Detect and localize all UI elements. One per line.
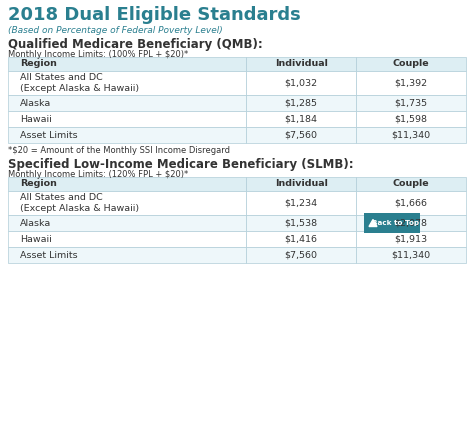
- Bar: [246, 57, 356, 71]
- Bar: [246, 127, 356, 143]
- Bar: [246, 177, 356, 191]
- Bar: [356, 95, 466, 111]
- Text: *$20 = Amount of the Monthly SSI Income Disregard: *$20 = Amount of the Monthly SSI Income …: [8, 146, 230, 155]
- Bar: [246, 191, 356, 215]
- Bar: [246, 95, 356, 111]
- Bar: [364, 213, 420, 233]
- Text: Monthly Income Limits: (120% FPL + $20)*: Monthly Income Limits: (120% FPL + $20)*: [8, 170, 188, 179]
- Text: Alaska: Alaska: [20, 219, 51, 227]
- Bar: [356, 247, 466, 263]
- Bar: [356, 111, 466, 127]
- Bar: [8, 127, 246, 143]
- Bar: [8, 177, 246, 191]
- Text: $2,078: $2,078: [394, 219, 428, 227]
- Text: $11,340: $11,340: [392, 131, 430, 140]
- Text: Couple: Couple: [393, 179, 429, 189]
- Bar: [8, 215, 246, 231]
- Text: $1,666: $1,666: [394, 198, 428, 207]
- Text: $11,340: $11,340: [392, 251, 430, 260]
- Text: Back to Top: Back to Top: [373, 220, 419, 226]
- Text: $1,392: $1,392: [394, 78, 428, 87]
- Text: $7,560: $7,560: [284, 131, 318, 140]
- Text: Hawaii: Hawaii: [20, 235, 52, 244]
- Text: (Based on Percentage of Federal Poverty Level): (Based on Percentage of Federal Poverty …: [8, 26, 223, 35]
- Bar: [246, 215, 356, 231]
- Bar: [356, 177, 466, 191]
- Text: Asset Limits: Asset Limits: [20, 131, 78, 140]
- Text: $1,538: $1,538: [284, 219, 318, 227]
- Text: $1,234: $1,234: [284, 198, 318, 207]
- Bar: [8, 71, 246, 95]
- Text: (Except Alaska & Hawaii): (Except Alaska & Hawaii): [20, 84, 139, 93]
- Text: Monthly Income Limits: (100% FPL + $20)*: Monthly Income Limits: (100% FPL + $20)*: [8, 50, 188, 59]
- Text: Specified Low-Income Medicare Beneficiary (SLMB):: Specified Low-Income Medicare Beneficiar…: [8, 158, 354, 171]
- Polygon shape: [369, 219, 377, 227]
- Text: Couple: Couple: [393, 59, 429, 69]
- Bar: [356, 71, 466, 95]
- Text: (Except Alaska & Hawaii): (Except Alaska & Hawaii): [20, 204, 139, 213]
- Text: $1,598: $1,598: [394, 115, 428, 124]
- Bar: [8, 247, 246, 263]
- Text: Individual: Individual: [274, 179, 328, 189]
- Text: $7,560: $7,560: [284, 251, 318, 260]
- Text: $1,032: $1,032: [284, 78, 318, 87]
- Bar: [356, 191, 466, 215]
- Text: Hawaii: Hawaii: [20, 115, 52, 124]
- Bar: [356, 127, 466, 143]
- Text: All States and DC: All States and DC: [20, 193, 103, 202]
- Text: $1,184: $1,184: [284, 115, 318, 124]
- Text: Asset Limits: Asset Limits: [20, 251, 78, 260]
- Text: Region: Region: [20, 179, 57, 189]
- Bar: [246, 71, 356, 95]
- Bar: [8, 231, 246, 247]
- Text: Individual: Individual: [274, 59, 328, 69]
- Text: $1,913: $1,913: [394, 235, 428, 244]
- Bar: [8, 95, 246, 111]
- Text: Region: Region: [20, 59, 57, 69]
- Text: $1,735: $1,735: [394, 99, 428, 107]
- Text: All States and DC: All States and DC: [20, 73, 103, 82]
- Text: Alaska: Alaska: [20, 99, 51, 107]
- Bar: [246, 231, 356, 247]
- Bar: [246, 247, 356, 263]
- Bar: [8, 57, 246, 71]
- Bar: [246, 111, 356, 127]
- Bar: [356, 57, 466, 71]
- Bar: [8, 111, 246, 127]
- Text: $1,416: $1,416: [284, 235, 318, 244]
- Text: $1,285: $1,285: [284, 99, 318, 107]
- Bar: [8, 191, 246, 215]
- Text: Qualified Medicare Beneficiary (QMB):: Qualified Medicare Beneficiary (QMB):: [8, 38, 263, 51]
- Text: 2018 Dual Eligible Standards: 2018 Dual Eligible Standards: [8, 6, 301, 24]
- Bar: [356, 231, 466, 247]
- Bar: [356, 215, 466, 231]
